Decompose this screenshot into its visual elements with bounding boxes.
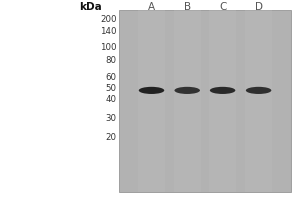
Text: 80: 80	[105, 56, 116, 65]
Text: 60: 60	[105, 73, 116, 82]
Ellipse shape	[139, 87, 164, 94]
Text: 20: 20	[105, 132, 116, 142]
Ellipse shape	[246, 87, 272, 94]
Text: 40: 40	[105, 96, 116, 104]
Text: 200: 200	[100, 15, 116, 23]
Ellipse shape	[210, 87, 236, 94]
Text: B: B	[184, 2, 191, 12]
Ellipse shape	[175, 87, 200, 94]
Text: A: A	[148, 2, 155, 12]
Text: kDa: kDa	[79, 2, 101, 12]
Text: 30: 30	[105, 114, 116, 123]
Text: 50: 50	[105, 84, 116, 93]
Text: C: C	[219, 2, 226, 12]
Text: 100: 100	[100, 43, 116, 52]
Text: 140: 140	[100, 27, 116, 36]
Text: D: D	[255, 2, 262, 12]
